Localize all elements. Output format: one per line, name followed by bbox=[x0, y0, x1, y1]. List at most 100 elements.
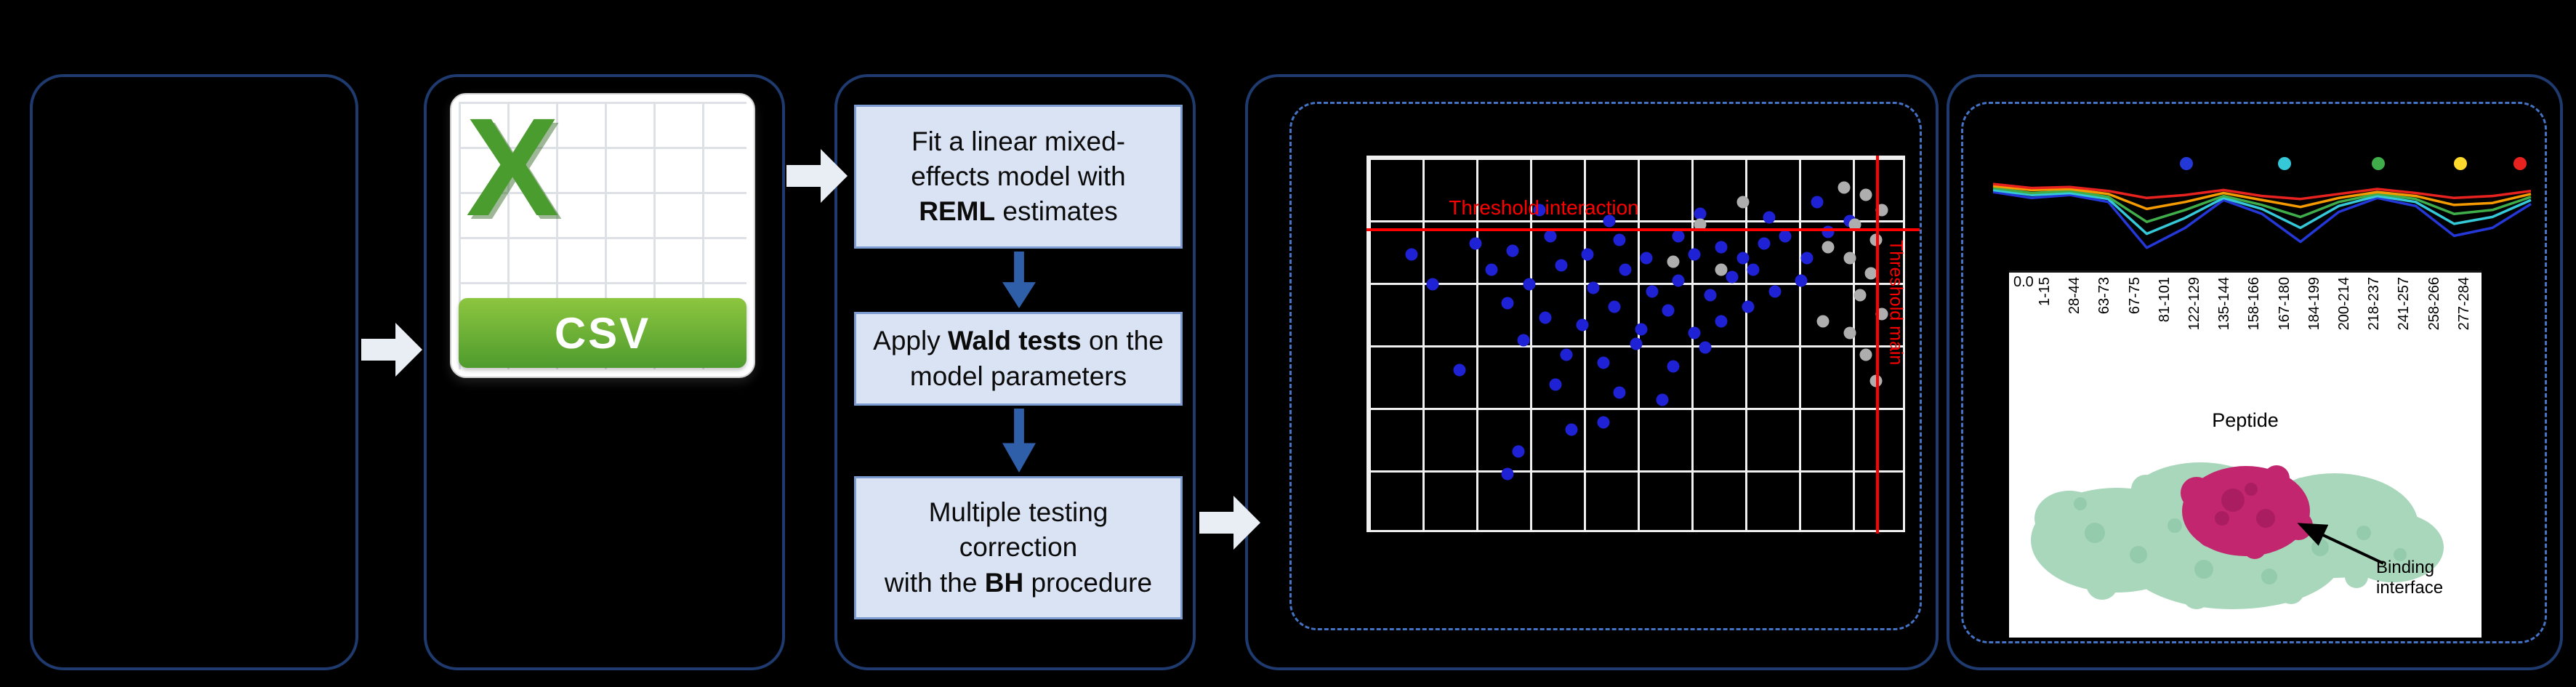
step-arrow-1-icon bbox=[1002, 252, 1036, 308]
excel-x-logo-icon: X bbox=[466, 93, 560, 245]
peptide-tick-label: 81-101 bbox=[2156, 277, 2173, 323]
peptide-tick-label: 258-266 bbox=[2426, 277, 2442, 331]
panel-csv-input: X CSV bbox=[424, 74, 785, 670]
csv-file-icon: X CSV bbox=[450, 93, 755, 378]
uptake-line-green bbox=[1992, 186, 2532, 223]
peptide-tick-label: 63-73 bbox=[2096, 277, 2113, 315]
scatter-point bbox=[1485, 263, 1498, 276]
step-fit-model-text: Fit a linear mixed- effects model with R… bbox=[911, 126, 1126, 227]
peptide-tick-label: 1-15 bbox=[2037, 277, 2053, 307]
uptake-line-orange bbox=[1992, 185, 2532, 211]
binding-interface-label: Binding interface bbox=[2376, 558, 2444, 598]
scatter-point bbox=[1715, 241, 1728, 254]
scatter-point bbox=[1560, 348, 1573, 361]
scatter-point bbox=[1619, 263, 1632, 276]
peptide-tick-label: 218-237 bbox=[2366, 277, 2383, 331]
peptide-axis-title: Peptide bbox=[2212, 409, 2279, 431]
scatter-point bbox=[1501, 467, 1514, 481]
uptake-line-blue bbox=[1992, 190, 2532, 249]
threshold-interaction-line bbox=[1367, 228, 1920, 232]
scatter-point bbox=[1630, 337, 1642, 350]
scatter-point bbox=[1506, 244, 1519, 257]
peptide-tick-label: 277-284 bbox=[2455, 277, 2472, 331]
flow-arrow-1-icon bbox=[361, 323, 422, 377]
plot-dashed-frame bbox=[1289, 102, 1922, 630]
scatter-point bbox=[1768, 285, 1782, 298]
scatter-point bbox=[1581, 248, 1594, 261]
step-arrow-2-icon bbox=[1002, 409, 1036, 473]
scatter-point bbox=[1736, 196, 1749, 209]
peptide-tick-label: 200-214 bbox=[2336, 277, 2353, 331]
peptide-tick-label: 28-44 bbox=[2066, 277, 2083, 315]
scatter-point bbox=[1597, 356, 1610, 369]
scatter-point bbox=[1859, 188, 1872, 201]
scatter-point bbox=[1758, 237, 1771, 250]
scatter-point bbox=[1694, 207, 1707, 220]
step-wald-tests-text: Apply Wald tests on the model parameters bbox=[873, 326, 1164, 391]
scatter-point bbox=[1603, 214, 1616, 228]
scatter-point bbox=[1608, 300, 1621, 313]
panel-statistical-pipeline: Fit a linear mixed- effects model with R… bbox=[834, 74, 1196, 670]
peptide-axis-area: 0.0 1-15 28-44 63-73 67-75 81-101 122-129 135-… bbox=[2009, 270, 2482, 638]
panel-pvalue-plot: Threshold interaction Threshold main bbox=[1245, 74, 1939, 670]
scatter-point bbox=[1523, 278, 1535, 291]
timepoint-dot-icon bbox=[2372, 157, 2385, 170]
scatter-point bbox=[1555, 259, 1568, 272]
scatter-point bbox=[1656, 393, 1669, 406]
threshold-main-label: Threshold main bbox=[1885, 239, 1907, 365]
scatter-point bbox=[1816, 315, 1830, 328]
scatter-point bbox=[1688, 326, 1701, 340]
scatter-point bbox=[1587, 281, 1600, 294]
csv-label: CSV bbox=[554, 308, 651, 358]
scatter-point bbox=[1597, 416, 1610, 429]
step-bh-correction: Multiple testing correction with the BH … bbox=[854, 476, 1183, 619]
scatter-point bbox=[1715, 263, 1728, 276]
scatter-point bbox=[1667, 360, 1680, 373]
scatter-point bbox=[1405, 248, 1418, 261]
scatter-point bbox=[1640, 252, 1653, 265]
scatter-point bbox=[1843, 252, 1856, 265]
scatter-point bbox=[1646, 285, 1659, 298]
scatter-point bbox=[1539, 311, 1552, 324]
scatter-point bbox=[1613, 386, 1626, 399]
scatter-point bbox=[1763, 211, 1776, 224]
scatter-point bbox=[1565, 423, 1578, 436]
scatter-point bbox=[1699, 341, 1712, 354]
scatter-point bbox=[1864, 267, 1877, 280]
scatter-point bbox=[1544, 230, 1557, 243]
peptide-axis-labels: 1-15 28-44 63-73 67-75 81-101 122-129 135-144 1… bbox=[2037, 277, 2473, 402]
scatter-point bbox=[1795, 274, 1808, 287]
timepoint-dot-icon bbox=[2454, 157, 2467, 170]
scatter-point bbox=[1613, 233, 1626, 246]
scatter-point bbox=[1517, 334, 1530, 347]
panel-results: 0.0 1-15 28-44 63-73 67-75 81-101 122-129 135-… bbox=[1947, 74, 2563, 670]
peptide-tick-label: 122-129 bbox=[2186, 277, 2203, 331]
threshold-interaction-label: Threshold interaction bbox=[1449, 196, 1639, 220]
scatter-point bbox=[1843, 326, 1856, 340]
scatter-point bbox=[1811, 196, 1824, 209]
scatter-point bbox=[1576, 318, 1589, 332]
y-axis-tick: 0.0 bbox=[2013, 274, 2034, 290]
scatter-point bbox=[1800, 252, 1814, 265]
panel-experimental-data bbox=[30, 74, 358, 670]
scatter-point bbox=[1549, 378, 1562, 391]
scatter-point bbox=[1747, 263, 1760, 276]
scatter-point bbox=[1635, 323, 1648, 336]
step-fit-model: Fit a linear mixed- effects model with R… bbox=[854, 105, 1183, 249]
uptake-chart-svg bbox=[1992, 157, 2532, 249]
scatter-point bbox=[1453, 363, 1466, 377]
timepoint-dot-icon bbox=[2180, 157, 2193, 170]
results-dashed-frame bbox=[1961, 102, 2547, 643]
step-wald-tests: Apply Wald tests on the model parameters bbox=[854, 312, 1183, 406]
scatter-point bbox=[1736, 252, 1749, 265]
scatter-point bbox=[1688, 248, 1701, 261]
protein-structure bbox=[2031, 462, 2444, 609]
scatter-point bbox=[1667, 255, 1680, 268]
pvalue-plot: Threshold interaction Threshold main bbox=[1367, 156, 1920, 534]
binding-site-surface bbox=[2181, 465, 2313, 559]
timepoint-dot-icon bbox=[2513, 157, 2527, 170]
peptide-tick-label: 135-144 bbox=[2216, 277, 2233, 331]
scatter-point bbox=[1742, 300, 1755, 313]
scatter-point bbox=[1426, 278, 1439, 291]
scatter-point bbox=[1672, 230, 1685, 243]
